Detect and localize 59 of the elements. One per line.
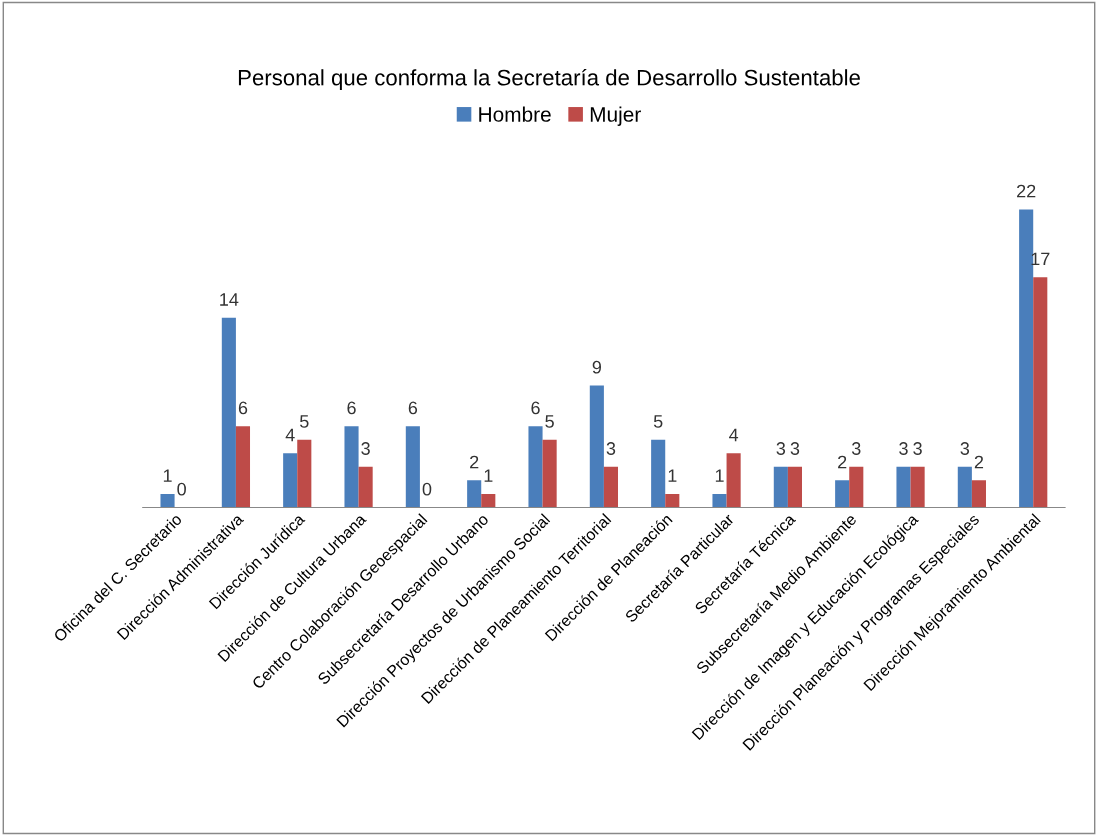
data-label: 4 bbox=[729, 428, 739, 442]
data-label: 6 bbox=[531, 401, 540, 415]
data-label: 5 bbox=[300, 415, 309, 428]
data-label: 14 bbox=[220, 293, 239, 306]
data-label: 3 bbox=[960, 442, 970, 455]
bar bbox=[835, 480, 850, 508]
bar bbox=[957, 466, 972, 508]
bar bbox=[726, 453, 741, 508]
bar bbox=[481, 493, 496, 508]
bar bbox=[1033, 277, 1048, 508]
data-label: 3 bbox=[361, 442, 370, 455]
bar bbox=[405, 426, 420, 508]
bar bbox=[467, 480, 482, 508]
bar bbox=[896, 466, 911, 508]
bar bbox=[971, 480, 986, 508]
data-label: 5 bbox=[545, 415, 554, 428]
bar bbox=[603, 466, 619, 508]
data-label: 5 bbox=[653, 415, 663, 428]
data-label: 2 bbox=[974, 455, 984, 469]
data-label: 3 bbox=[790, 442, 800, 455]
bar bbox=[344, 426, 359, 508]
data-label: 3 bbox=[851, 442, 861, 455]
bar bbox=[849, 466, 864, 508]
bar bbox=[589, 385, 604, 508]
bar bbox=[297, 439, 312, 508]
bar bbox=[651, 439, 666, 508]
data-label: 3 bbox=[776, 442, 786, 455]
data-label: 0 bbox=[177, 482, 186, 496]
bar bbox=[542, 439, 557, 508]
bar bbox=[665, 493, 680, 508]
data-label: 6 bbox=[347, 401, 356, 415]
data-label: 3 bbox=[606, 442, 616, 455]
data-label: 3 bbox=[899, 442, 908, 455]
data-label: 9 bbox=[592, 360, 602, 374]
data-label: 2 bbox=[470, 455, 479, 469]
bar bbox=[221, 317, 236, 508]
bar bbox=[773, 466, 788, 508]
bar bbox=[283, 453, 298, 508]
data-label: 1 bbox=[484, 469, 493, 482]
bar bbox=[528, 426, 543, 508]
bar bbox=[358, 466, 373, 508]
data-label: 2 bbox=[838, 455, 847, 469]
legend-label: Hombre bbox=[479, 106, 551, 122]
data-label: 4 bbox=[285, 428, 295, 442]
bar bbox=[787, 466, 802, 508]
bar bbox=[160, 493, 175, 508]
data-label: 0 bbox=[422, 482, 432, 496]
data-label: 3 bbox=[913, 442, 922, 455]
chart-title: Personal que conforma la Secretaría de Desarrollo Sustentable bbox=[238, 68, 860, 90]
data-label: 1 bbox=[715, 469, 724, 482]
data-label: 6 bbox=[408, 401, 418, 415]
data-label: 1 bbox=[163, 469, 172, 482]
bar bbox=[910, 466, 925, 508]
bar bbox=[235, 426, 251, 508]
data-label: 6 bbox=[238, 401, 248, 415]
data-label: 22 bbox=[1017, 184, 1036, 198]
data-label: 1 bbox=[668, 469, 677, 482]
legend-label: Mujer bbox=[590, 106, 641, 126]
bar bbox=[712, 493, 727, 508]
